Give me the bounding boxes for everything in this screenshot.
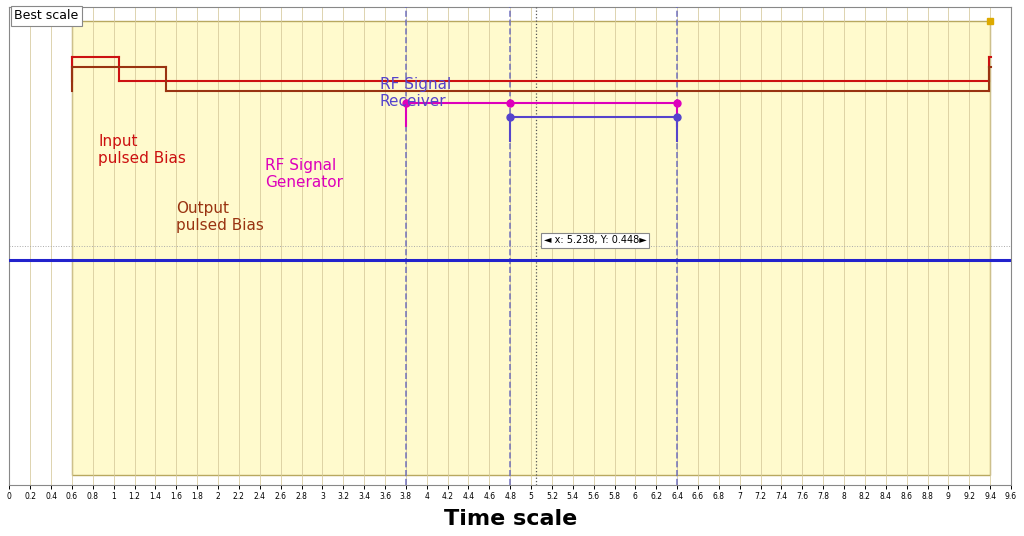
Text: RF Signal
Generator: RF Signal Generator xyxy=(265,158,343,190)
Text: Output
pulsed Bias: Output pulsed Bias xyxy=(176,201,264,233)
Text: RF Signal
Receiver: RF Signal Receiver xyxy=(380,77,451,109)
Text: ◄ x: 5.238, Y: 0.448►: ◄ x: 5.238, Y: 0.448► xyxy=(544,235,646,245)
X-axis label: Time scale: Time scale xyxy=(443,509,577,529)
Text: Best scale: Best scale xyxy=(14,9,79,23)
Text: Input
pulsed Bias: Input pulsed Bias xyxy=(98,134,186,167)
